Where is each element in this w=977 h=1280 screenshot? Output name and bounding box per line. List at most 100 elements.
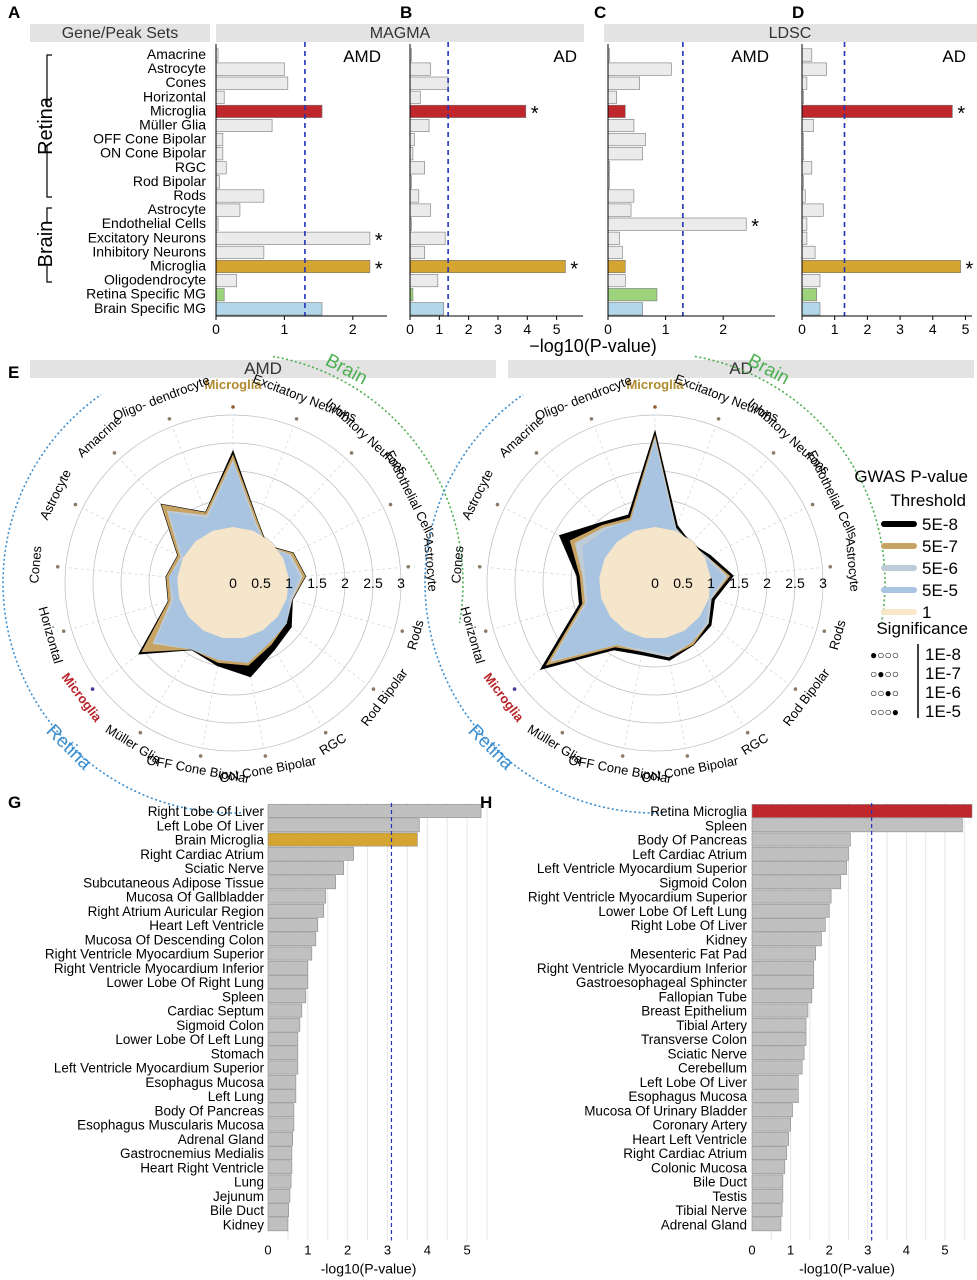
- category-label: Horizontal: [143, 88, 206, 104]
- tissue-label: Mucosa Of Urinary Bladder: [584, 1103, 747, 1118]
- radar-header-band-amd: [30, 360, 496, 378]
- x-tick-label: 1: [304, 1243, 311, 1258]
- header-band-gene-peak: [30, 24, 210, 42]
- tissue-bar: [751, 1074, 799, 1089]
- tissue-label: Mesenteric Fat Pad: [630, 947, 747, 962]
- tissue-bar: [751, 846, 849, 861]
- legend-title: GWAS P-value: [854, 467, 968, 486]
- significance-title: Significance: [876, 619, 968, 638]
- tissue-label: Right Ventricle Myocardium Superior: [45, 947, 265, 962]
- radar-spoke: [654, 507, 806, 584]
- significance-marker: [198, 754, 203, 758]
- tissue-label: Gastrocnemius Medialis: [120, 1146, 264, 1161]
- tissue-bar: [751, 861, 847, 875]
- x-tick-label: 3: [494, 321, 502, 337]
- tissue-label: Cardiac Septum: [167, 1004, 264, 1019]
- brain-arc-label: Brain: [744, 350, 793, 389]
- x-axis-label: -log10(P-value): [321, 1261, 417, 1277]
- tissue-bar: [267, 1060, 299, 1075]
- tissue-label: Left Lung: [208, 1089, 264, 1104]
- radar-spoke: [232, 458, 347, 584]
- bar: [801, 119, 814, 133]
- radar-tick-label: 3: [397, 575, 405, 591]
- significance-marker: [294, 417, 299, 421]
- category-label: Microglia: [150, 102, 206, 118]
- significance-marker: [810, 502, 815, 507]
- significance-label: 1E-6: [925, 683, 961, 702]
- legend-label: 5E-8: [922, 515, 958, 534]
- header-band-ldsc: [604, 24, 977, 42]
- retina-bracket-gap: [41, 106, 53, 146]
- category-label: Microglia: [150, 258, 206, 274]
- tissue-label: Lower Lobe Of Right Lung: [106, 975, 264, 990]
- significance-label: 1E-5: [925, 702, 961, 721]
- tissue-bar: [751, 1060, 803, 1075]
- radar-axis-label: Oligo- dendrocyte: [111, 372, 212, 423]
- radar-spoke: [654, 567, 823, 584]
- significance-marker: [793, 687, 798, 691]
- bar: [215, 288, 225, 302]
- tissue-label: Brain Microglia: [175, 833, 265, 848]
- radar-axis-label: Astrocyte: [843, 537, 863, 592]
- tissue-bar: [751, 889, 832, 904]
- bar: [607, 62, 672, 76]
- significance-dots: ●○○○: [870, 648, 899, 662]
- x-tick-label: 3: [384, 1243, 391, 1258]
- tissue-label: Right Atrium Auricular Region: [88, 904, 264, 919]
- panel-title: AD: [942, 47, 966, 66]
- significance-marker: [371, 687, 376, 691]
- bar: [801, 203, 824, 217]
- radar-axis-label: Rod Bipolar: [358, 665, 411, 729]
- bar: [801, 302, 821, 316]
- bar: [607, 90, 617, 104]
- magma-header: MAGMA: [370, 25, 431, 42]
- panel-letter-h: H: [480, 793, 492, 812]
- radar-spoke: [654, 426, 716, 584]
- gene-peak-header: Gene/Peak Sets: [62, 25, 179, 42]
- tissue-bar: [267, 875, 337, 890]
- category-label: Endothelial Cells: [102, 215, 206, 231]
- tissue-bar: [751, 918, 826, 932]
- bar: [409, 104, 527, 118]
- x-tick-label: 1: [281, 321, 289, 337]
- radar-spoke: [541, 458, 656, 584]
- tissue-label: Body Of Pancreas: [637, 833, 747, 848]
- panel-letter-b: B: [400, 3, 412, 22]
- bar: [801, 62, 827, 76]
- tissue-bar: [267, 1003, 303, 1018]
- radar-axis-label: Microglia: [204, 377, 262, 392]
- category-label: Rod Bipolar: [133, 173, 206, 189]
- tissue-bar: [267, 932, 317, 947]
- bar: [409, 259, 566, 273]
- brain-bracket-gap: [41, 222, 53, 266]
- tissue-bar: [751, 818, 963, 833]
- significance-label: 1E-8: [925, 645, 961, 664]
- radar-grid-circle: [64, 414, 402, 752]
- bar: [215, 259, 371, 273]
- legend-label: 5E-5: [922, 581, 958, 600]
- tissue-label: Esophagus Mucosa: [145, 1075, 264, 1090]
- radar-spoke: [65, 567, 234, 584]
- tissue-label: Sciatic Nerve: [184, 861, 264, 876]
- significance-marker: [745, 730, 750, 735]
- tissue-bar: [267, 989, 307, 1004]
- x-tick-label: 4: [523, 321, 531, 337]
- radar-axis-label: Rods: [826, 618, 849, 652]
- radar-axis-label: Astrocyte: [421, 537, 441, 592]
- x-tick-label: 5: [962, 321, 970, 337]
- radar-spoke: [654, 582, 744, 726]
- legend-label: 5E-7: [922, 537, 958, 556]
- tissue-bar: [267, 804, 482, 818]
- significance-marker: [400, 629, 405, 633]
- bar: [215, 147, 224, 161]
- bar: [607, 274, 626, 288]
- tissue-label: Kidney: [223, 1217, 265, 1232]
- tissue-label: Transverse Colon: [641, 1032, 747, 1047]
- tissue-label: Left Ventricle Myocardium Superior: [537, 861, 748, 876]
- bar: [801, 274, 821, 288]
- bar: [215, 90, 225, 104]
- tissue-bar: [267, 1174, 292, 1189]
- tissue-bar: [267, 832, 418, 847]
